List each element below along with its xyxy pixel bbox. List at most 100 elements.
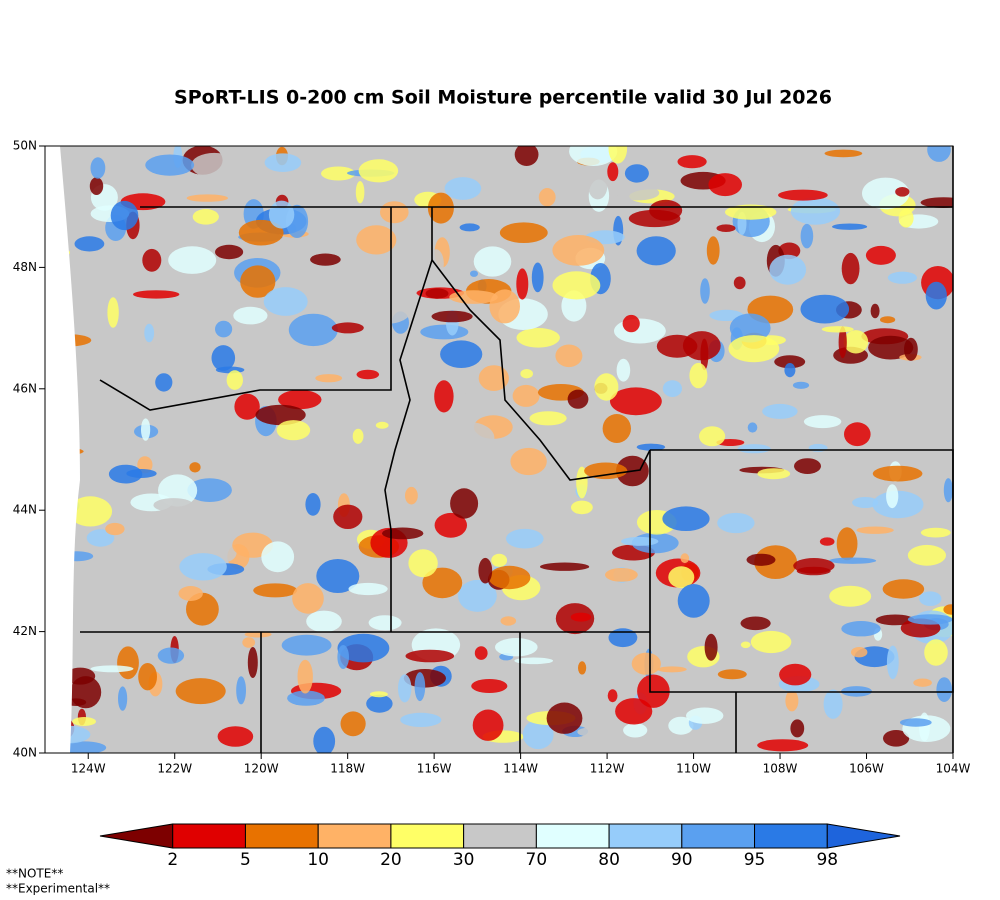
moisture-patch	[331, 322, 364, 334]
moisture-patch	[153, 498, 194, 513]
moisture-patch	[716, 224, 736, 232]
moisture-patch	[470, 270, 478, 277]
moisture-patch	[829, 585, 872, 607]
moisture-patch	[898, 208, 914, 228]
moisture-patch	[570, 612, 592, 622]
moisture-patch	[236, 676, 247, 705]
moisture-patch	[244, 631, 272, 638]
moisture-patch	[434, 380, 454, 413]
colorbar-label: 10	[307, 850, 329, 870]
moisture-patch	[178, 586, 203, 601]
moisture-patch	[733, 276, 746, 290]
moisture-patch	[506, 528, 544, 549]
moisture-patch	[449, 290, 498, 304]
moisture-patch	[294, 520, 311, 531]
moisture-patch	[919, 591, 942, 606]
moisture-patch	[616, 358, 631, 382]
moisture-patch	[434, 512, 467, 538]
moisture-patch	[740, 641, 751, 649]
moisture-patch	[366, 694, 393, 713]
border-line	[384, 207, 433, 632]
ocean	[45, 146, 80, 753]
moisture-patch	[588, 173, 608, 200]
moisture-patch	[89, 177, 104, 196]
moisture-patch	[913, 678, 932, 687]
moisture-patch	[800, 294, 850, 324]
colorbar-label: 70	[526, 850, 548, 870]
moisture-patch	[179, 553, 227, 581]
moisture-patch	[420, 324, 469, 340]
map-axes: 124W 122W 120W 118W 116W 114W 112W 110W 108W 106W…	[13, 139, 971, 776]
moisture-patch	[852, 497, 879, 508]
map-frame	[44, 145, 954, 754]
moisture-patch	[569, 146, 618, 166]
moisture-patch	[186, 194, 228, 202]
moisture-patch	[610, 387, 662, 416]
moisture-patch	[368, 615, 402, 631]
moisture-patch	[862, 177, 910, 210]
moisture-patch	[774, 355, 806, 369]
moisture-patch	[263, 287, 308, 316]
moisture-patch	[226, 370, 243, 390]
moisture-patch	[346, 267, 380, 279]
moisture-patch	[677, 584, 710, 618]
colorbar-arrow	[99, 823, 174, 849]
moisture-patch	[872, 465, 923, 482]
moisture-patch	[886, 484, 899, 509]
moisture-patch	[333, 504, 363, 529]
moisture-patch	[491, 553, 508, 567]
moisture-patch	[769, 254, 807, 285]
moisture-patch	[138, 663, 158, 691]
moisture-patch	[872, 490, 924, 519]
moisture-patch	[105, 522, 125, 536]
colorbar-label: 95	[744, 850, 766, 870]
moisture-patch	[255, 404, 306, 426]
moisture-patch	[145, 154, 195, 176]
moisture-patch	[700, 338, 709, 371]
moisture-patch	[189, 462, 201, 473]
moisture-patch	[838, 326, 847, 359]
moisture-patch	[689, 362, 708, 389]
moisture-patch	[686, 707, 724, 724]
moisture-patch	[790, 197, 841, 225]
moisture-patch	[813, 157, 842, 175]
moisture-patch	[920, 197, 953, 208]
moisture-patch	[196, 290, 222, 316]
colorbar-label: 2	[167, 850, 178, 870]
moisture-patch	[925, 281, 947, 310]
moisture-patch	[717, 512, 755, 534]
moisture-patch	[856, 526, 894, 534]
moisture-patch	[499, 222, 548, 243]
moisture-patch	[450, 488, 479, 519]
moisture-patch	[757, 739, 809, 752]
moisture-patch	[233, 306, 268, 325]
colorbar-box	[535, 823, 610, 849]
moisture-patch	[512, 384, 540, 407]
moisture-patch	[215, 244, 244, 260]
moisture-patch	[473, 246, 512, 277]
moisture-patch	[395, 396, 423, 404]
moisture-patch	[870, 303, 880, 319]
moisture-patch	[305, 493, 321, 516]
moisture-patch	[729, 313, 771, 343]
note: **NOTE**	[6, 867, 63, 881]
moisture-patch	[578, 661, 587, 675]
moisture-patch	[821, 326, 854, 333]
moisture-patch	[577, 727, 607, 737]
moisture-patch	[440, 340, 483, 369]
moisture-patch	[281, 634, 332, 656]
moisture-patch	[153, 309, 192, 317]
moisture-patch	[471, 679, 508, 693]
moisture-patch	[737, 444, 771, 454]
moisture-patch	[380, 201, 409, 224]
moisture-patch	[529, 411, 567, 426]
colorbar-arrow	[826, 823, 901, 849]
moisture-patch	[187, 478, 232, 502]
colorbar-label: 98	[816, 850, 838, 870]
moisture-patch	[211, 345, 236, 371]
moisture-patch	[522, 719, 554, 750]
moisture-patch	[728, 335, 780, 363]
moisture-patch	[238, 219, 284, 246]
moisture-patch	[242, 637, 256, 648]
moisture-patch	[631, 652, 661, 675]
